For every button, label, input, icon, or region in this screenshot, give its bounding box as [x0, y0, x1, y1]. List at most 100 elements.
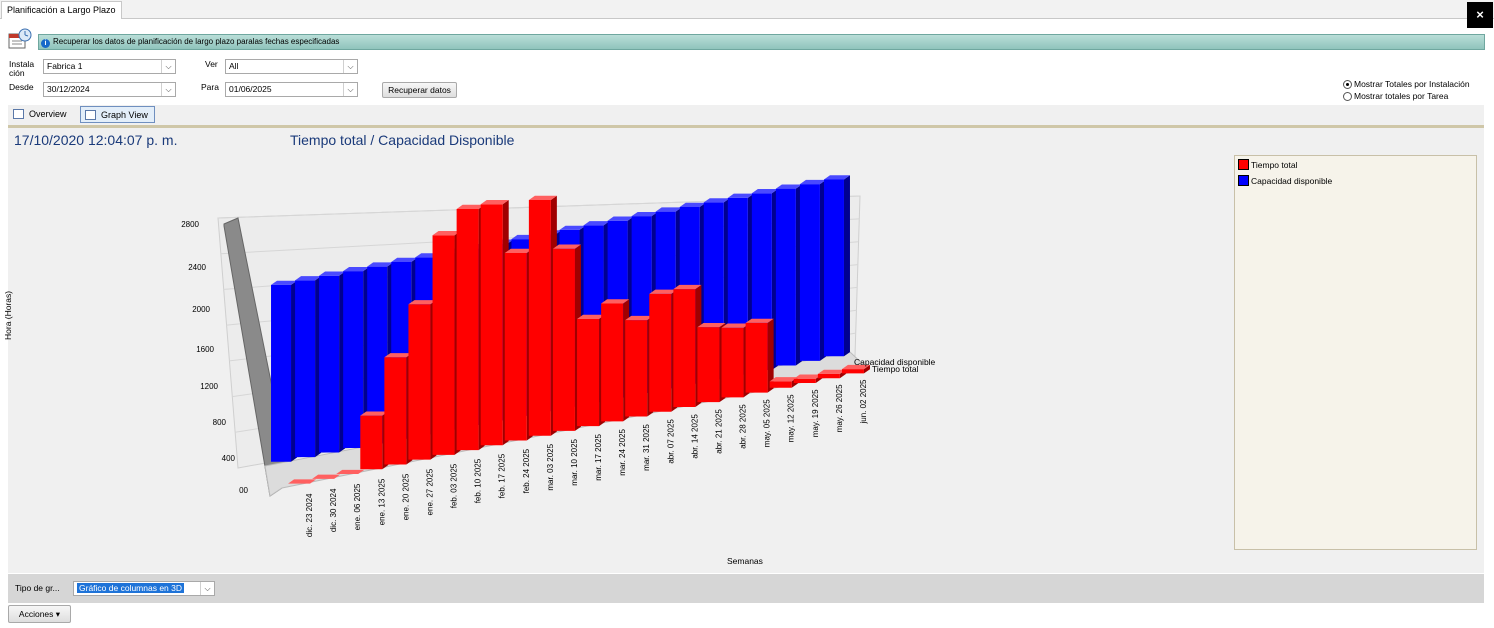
- bar-tiempo-total: [841, 364, 870, 374]
- instalacion-label: Instala ción: [9, 59, 35, 78]
- caret-down-icon: ▾: [55, 609, 61, 619]
- bar-tiempo-total: [673, 284, 702, 407]
- calendar-icon: [8, 28, 32, 50]
- bar-capacidad: [775, 184, 802, 366]
- radio-totales-tarea-label[interactable]: Mostrar totales por Tarea: [1354, 91, 1449, 101]
- info-icon: i: [41, 39, 50, 48]
- bar-tiempo-total: [649, 289, 678, 412]
- bar-tiempo-total: [769, 377, 798, 388]
- bar-capacidad: [319, 271, 346, 453]
- x-tick-label: mar. 31 2025: [642, 424, 651, 471]
- tab-overview[interactable]: Overview: [9, 106, 75, 123]
- acciones-button[interactable]: Acciones ▾: [8, 605, 71, 623]
- chart-type-select[interactable]: Gráfico de columnas en 3D ⌵: [73, 581, 215, 596]
- bar-tiempo-total: [697, 322, 726, 403]
- bar-tiempo-total: [528, 195, 557, 436]
- x-tick-label: ene. 27 2025: [425, 468, 434, 515]
- x-tick-label: feb. 24 2025: [522, 448, 531, 493]
- instalacion-select[interactable]: Fabrica 1 ⌵: [43, 59, 176, 74]
- bar-tiempo-total: [480, 199, 509, 446]
- radio-totales-instalacion[interactable]: [1343, 80, 1352, 89]
- ver-label: Ver: [205, 59, 218, 69]
- info-bar: i Recuperar los datos de planificación de…: [38, 34, 1485, 50]
- bar-tiempo-total: [384, 353, 413, 465]
- x-tick-label: jun. 02 2025: [859, 379, 868, 425]
- x-tick-label: dic. 30 2024: [329, 488, 338, 532]
- chevron-down-icon: ⌵: [161, 83, 175, 96]
- y-tick-label: 800: [213, 418, 227, 427]
- x-tick-label: may. 19 2025: [811, 389, 820, 437]
- series-depth-label: Tiempo total: [872, 364, 919, 374]
- bar-tiempo-total: [601, 299, 630, 422]
- close-button[interactable]: ×: [1467, 2, 1493, 28]
- y-tick-label: 2400: [188, 263, 206, 272]
- y-tick-label: 2800: [181, 220, 199, 229]
- series-depth-label: Capacidad disponible: [854, 357, 936, 367]
- y-axis-title: Hora (Horas): [3, 290, 13, 340]
- bar-capacidad: [271, 280, 298, 462]
- bar-tiempo-total: [312, 474, 341, 479]
- x-tick-label: may. 12 2025: [787, 394, 796, 442]
- x-axis-title: Semanas: [727, 556, 763, 566]
- x-tick-label: dic. 23 2024: [305, 493, 314, 537]
- x-tick-label: abr. 07 2025: [666, 419, 675, 464]
- desde-label: Desde: [9, 82, 34, 92]
- x-tick-label: mar. 24 2025: [618, 429, 627, 476]
- x-tick-label: abr. 14 2025: [690, 414, 699, 459]
- x-tick-label: may. 26 2025: [835, 384, 844, 432]
- y-tick-label: 00: [239, 486, 248, 495]
- x-tick-label: feb. 03 2025: [450, 463, 459, 508]
- x-tick-label: mar. 10 2025: [570, 438, 579, 485]
- x-tick-label: feb. 17 2025: [498, 453, 507, 498]
- radio-totales-instalacion-label[interactable]: Mostrar Totales por Instalación: [1354, 79, 1470, 89]
- x-tick-label: mar. 17 2025: [594, 433, 603, 480]
- bar-capacidad: [823, 175, 850, 357]
- bar-tiempo-total: [721, 323, 750, 398]
- x-tick-label: abr. 28 2025: [739, 404, 748, 449]
- chart-type-label: Tipo de gr...: [15, 583, 60, 593]
- chart-timestamp: 17/10/2020 12:04:07 p. m.: [14, 132, 178, 148]
- chevron-down-icon: ⌵: [161, 60, 175, 73]
- recuperar-datos-button[interactable]: Recuperar datos: [382, 82, 457, 98]
- x-tick-label: ene. 13 2025: [377, 478, 386, 525]
- chevron-down-icon: ⌵: [343, 60, 357, 73]
- bar-capacidad: [799, 179, 826, 361]
- info-message: Recuperar los datos de planificación de …: [53, 37, 340, 46]
- bar-tiempo-total: [504, 248, 533, 441]
- chevron-down-icon: ⌵: [200, 582, 214, 595]
- bar-tiempo-total: [432, 231, 461, 455]
- bar-tiempo-total: [625, 315, 654, 417]
- view-tab-bar: [8, 105, 1484, 128]
- legend-item-capacidad: Capacidad disponible: [1238, 175, 1476, 187]
- radio-totales-tarea[interactable]: [1343, 92, 1352, 101]
- chart-legend: Tiempo total Capacidad disponible: [1234, 155, 1477, 550]
- bar-tiempo-total: [336, 469, 365, 475]
- graph-icon: [85, 110, 96, 120]
- bar-tiempo-total: [456, 204, 485, 451]
- overview-icon: [13, 109, 24, 119]
- x-tick-label: may. 05 2025: [763, 399, 772, 447]
- para-date-picker[interactable]: 01/06/2025 ⌵: [225, 82, 358, 97]
- document-tab[interactable]: Planificación a Largo Plazo: [1, 1, 122, 19]
- bar-capacidad: [295, 276, 322, 458]
- bar-tiempo-total: [288, 479, 317, 484]
- bar-tiempo-total: [552, 244, 581, 431]
- desde-date-picker[interactable]: 30/12/2024 ⌵: [43, 82, 176, 97]
- document-tab-strip: [0, 0, 1494, 19]
- bar-tiempo-total: [577, 314, 606, 427]
- chart-options-bar: [8, 574, 1484, 603]
- para-label: Para: [201, 82, 219, 92]
- legend-swatch-blue: [1238, 175, 1249, 186]
- ver-select[interactable]: All ⌵: [225, 59, 358, 74]
- y-tick-label: 400: [222, 454, 236, 463]
- bar-tiempo-total: [793, 374, 822, 383]
- y-tick-label: 2000: [192, 305, 210, 314]
- x-tick-label: ene. 20 2025: [401, 473, 410, 520]
- bar-tiempo-total: [745, 318, 774, 393]
- legend-swatch-red: [1238, 159, 1249, 170]
- chevron-down-icon: ⌵: [343, 83, 357, 96]
- tab-graph-view[interactable]: Graph View: [80, 106, 155, 123]
- x-tick-label: feb. 10 2025: [474, 458, 483, 503]
- chart-svg: 00 400 800 1200 1600 2000 2400 2800 Capacidad di…: [181, 175, 936, 537]
- bar-tiempo-total: [360, 411, 389, 470]
